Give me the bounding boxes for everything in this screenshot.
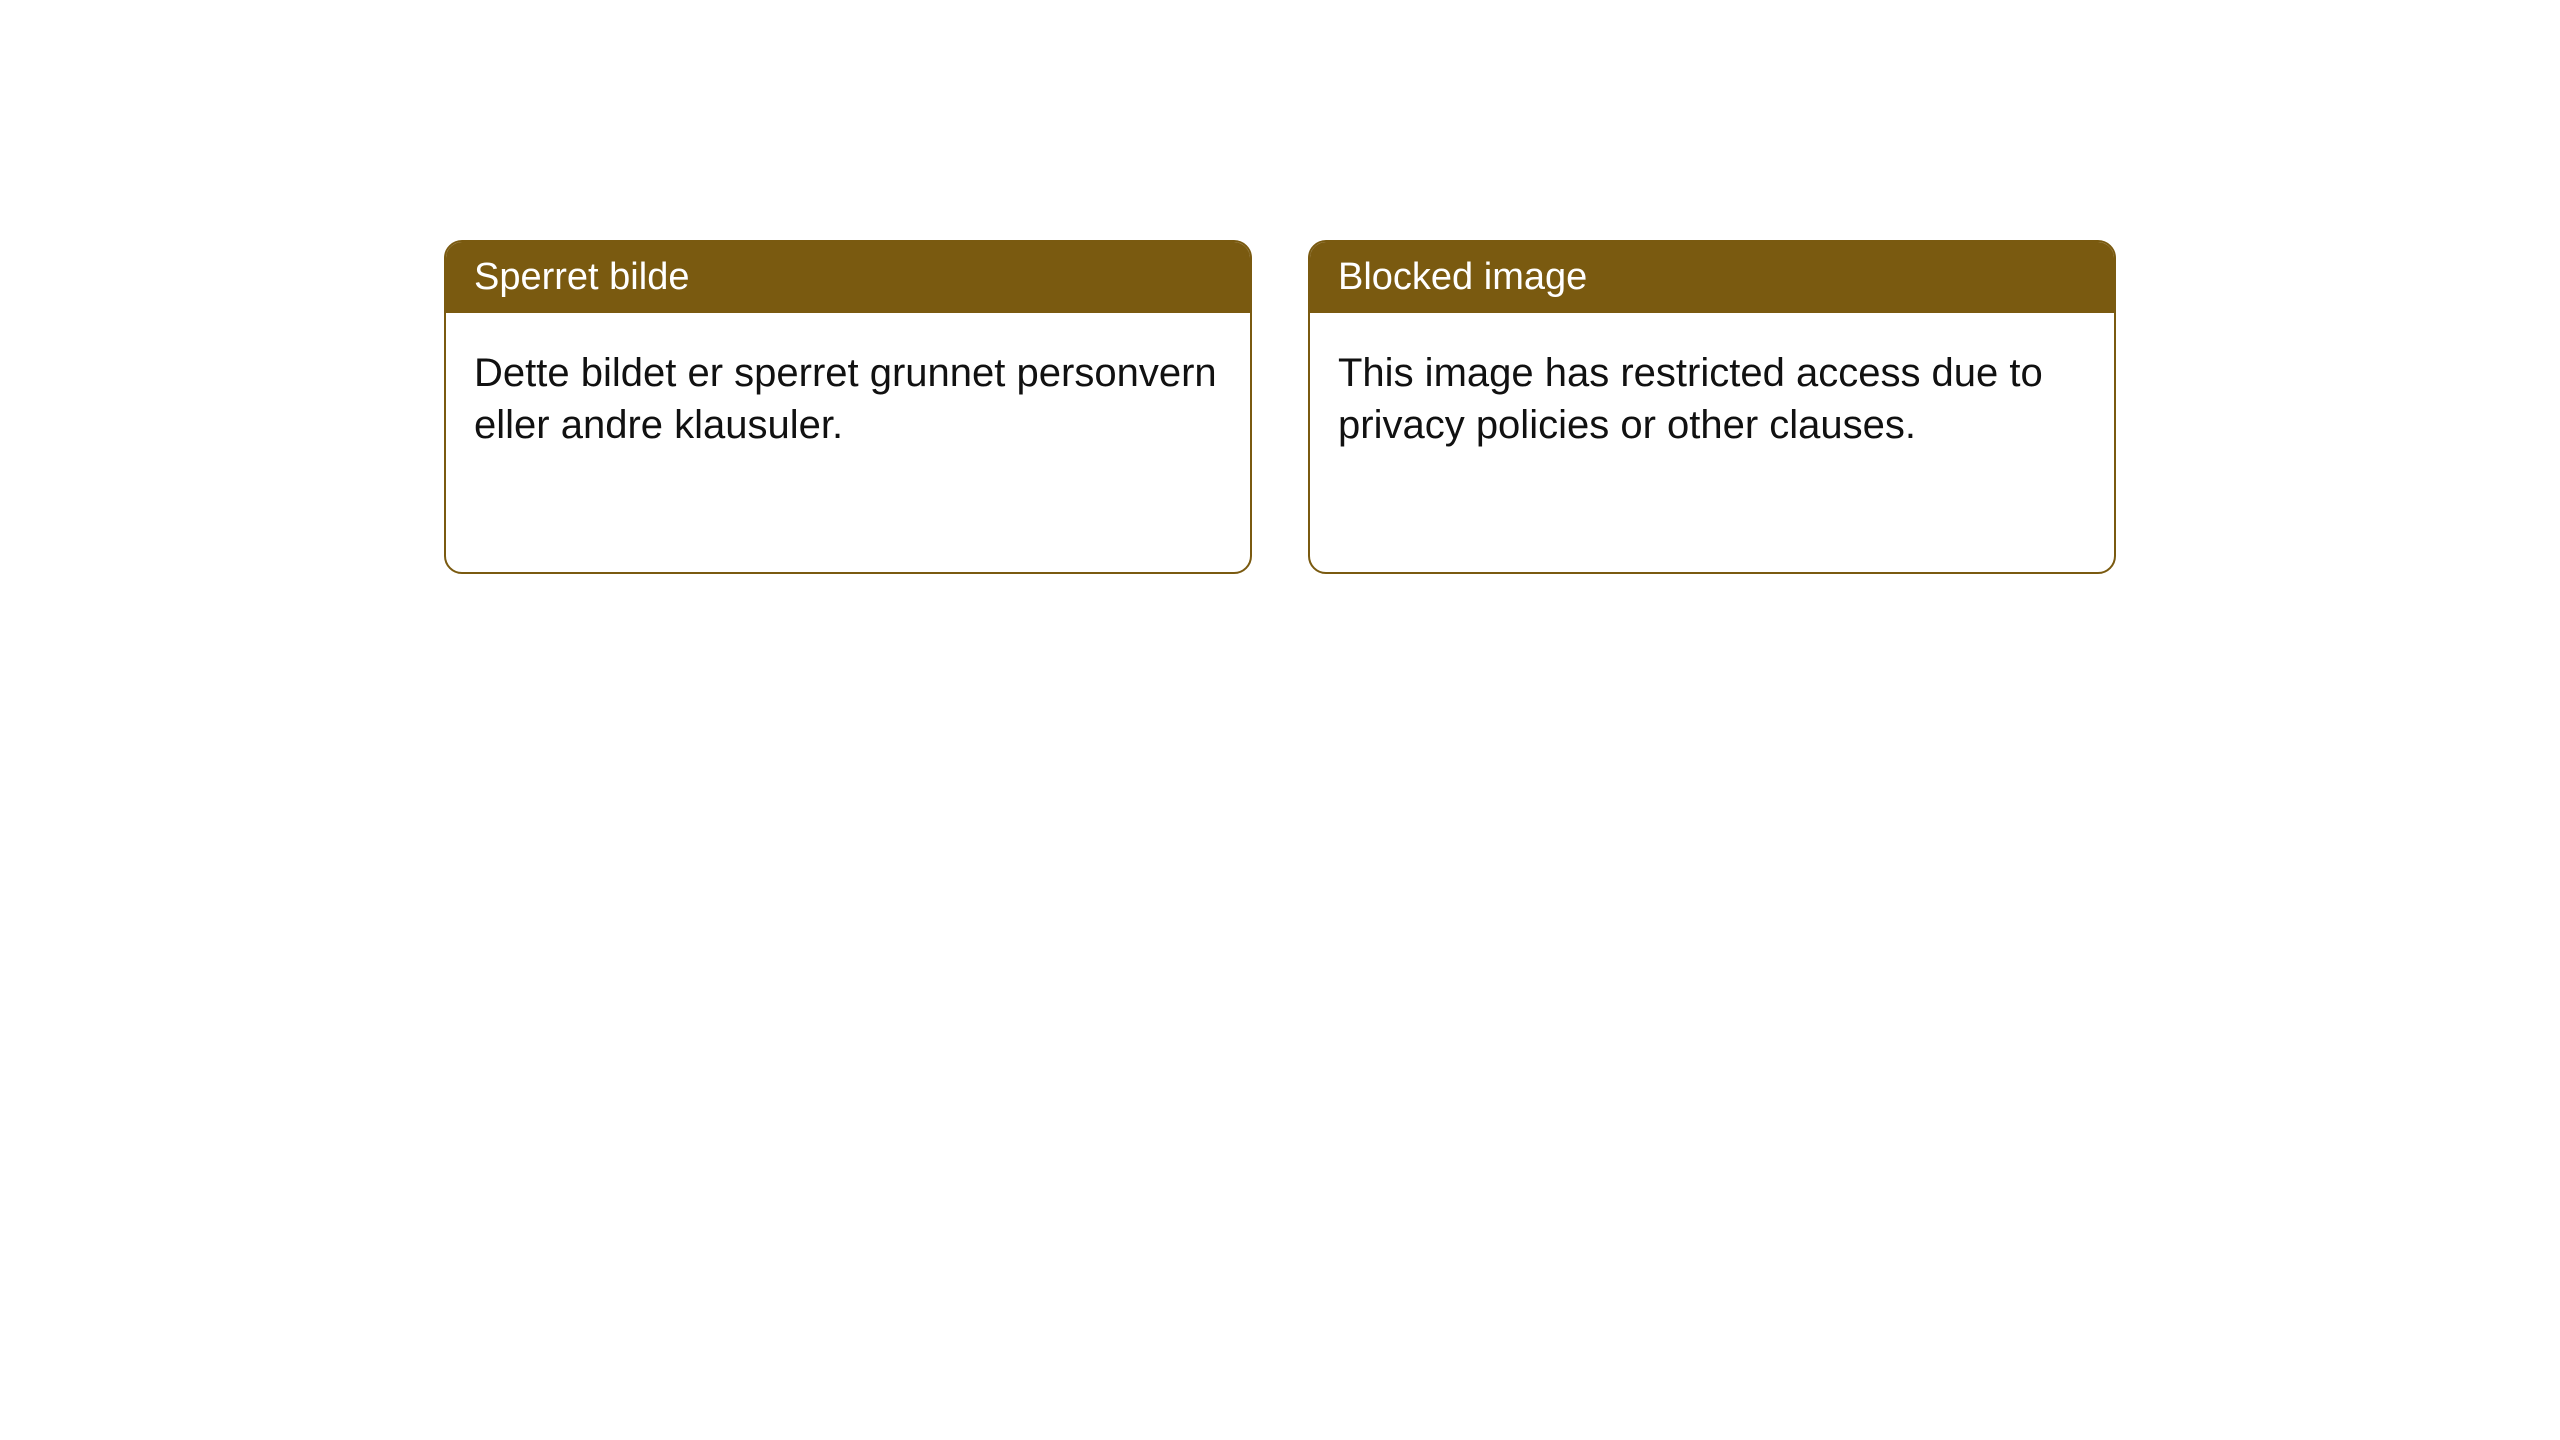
card-header-english: Blocked image bbox=[1310, 242, 2114, 313]
card-english: Blocked image This image has restricted … bbox=[1308, 240, 2116, 574]
card-body-english: This image has restricted access due to … bbox=[1310, 313, 2114, 485]
notice-container: Sperret bilde Dette bildet er sperret gr… bbox=[444, 240, 2116, 1440]
card-norwegian: Sperret bilde Dette bildet er sperret gr… bbox=[444, 240, 1252, 574]
card-header-norwegian: Sperret bilde bbox=[446, 242, 1250, 313]
card-body-norwegian: Dette bildet er sperret grunnet personve… bbox=[446, 313, 1250, 485]
